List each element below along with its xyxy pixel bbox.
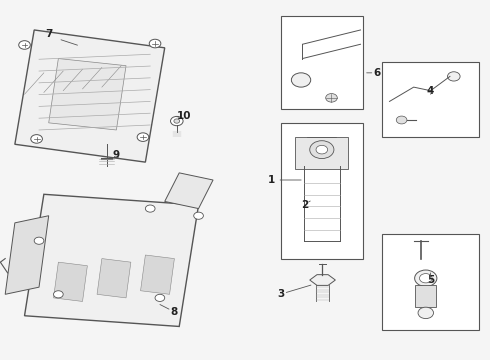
Polygon shape: [165, 173, 213, 208]
Polygon shape: [5, 216, 49, 294]
Circle shape: [155, 294, 165, 301]
Bar: [281, 123, 363, 258]
Bar: [382, 62, 479, 137]
Text: 2: 2: [301, 200, 309, 210]
Text: 4: 4: [427, 86, 434, 96]
Text: 6: 6: [374, 68, 381, 78]
Circle shape: [146, 205, 155, 212]
Text: 7: 7: [45, 28, 52, 39]
Circle shape: [292, 73, 311, 87]
Circle shape: [396, 116, 407, 124]
Circle shape: [326, 94, 337, 102]
Circle shape: [31, 135, 43, 143]
Circle shape: [34, 237, 44, 244]
Circle shape: [415, 270, 437, 287]
Text: 5: 5: [427, 275, 434, 285]
Circle shape: [310, 141, 334, 158]
Circle shape: [316, 145, 328, 154]
Circle shape: [447, 72, 460, 81]
Circle shape: [419, 274, 432, 283]
Polygon shape: [97, 258, 131, 298]
Circle shape: [418, 307, 434, 319]
Text: 3: 3: [277, 289, 284, 299]
Polygon shape: [24, 194, 198, 327]
Polygon shape: [141, 255, 174, 294]
Text: 10: 10: [177, 111, 191, 121]
Circle shape: [19, 41, 30, 49]
Circle shape: [137, 133, 149, 141]
Text: 8: 8: [171, 307, 178, 317]
Polygon shape: [49, 59, 126, 130]
Circle shape: [171, 116, 183, 126]
Bar: [281, 16, 363, 109]
Bar: [382, 234, 479, 330]
Circle shape: [149, 39, 161, 48]
Circle shape: [53, 291, 63, 298]
Text: 9: 9: [113, 150, 120, 160]
Bar: [415, 285, 437, 307]
Text: 1: 1: [268, 175, 275, 185]
Circle shape: [174, 119, 180, 123]
Polygon shape: [53, 262, 87, 301]
Circle shape: [194, 212, 203, 219]
Bar: [295, 137, 348, 169]
Polygon shape: [15, 30, 165, 162]
Polygon shape: [310, 275, 335, 285]
